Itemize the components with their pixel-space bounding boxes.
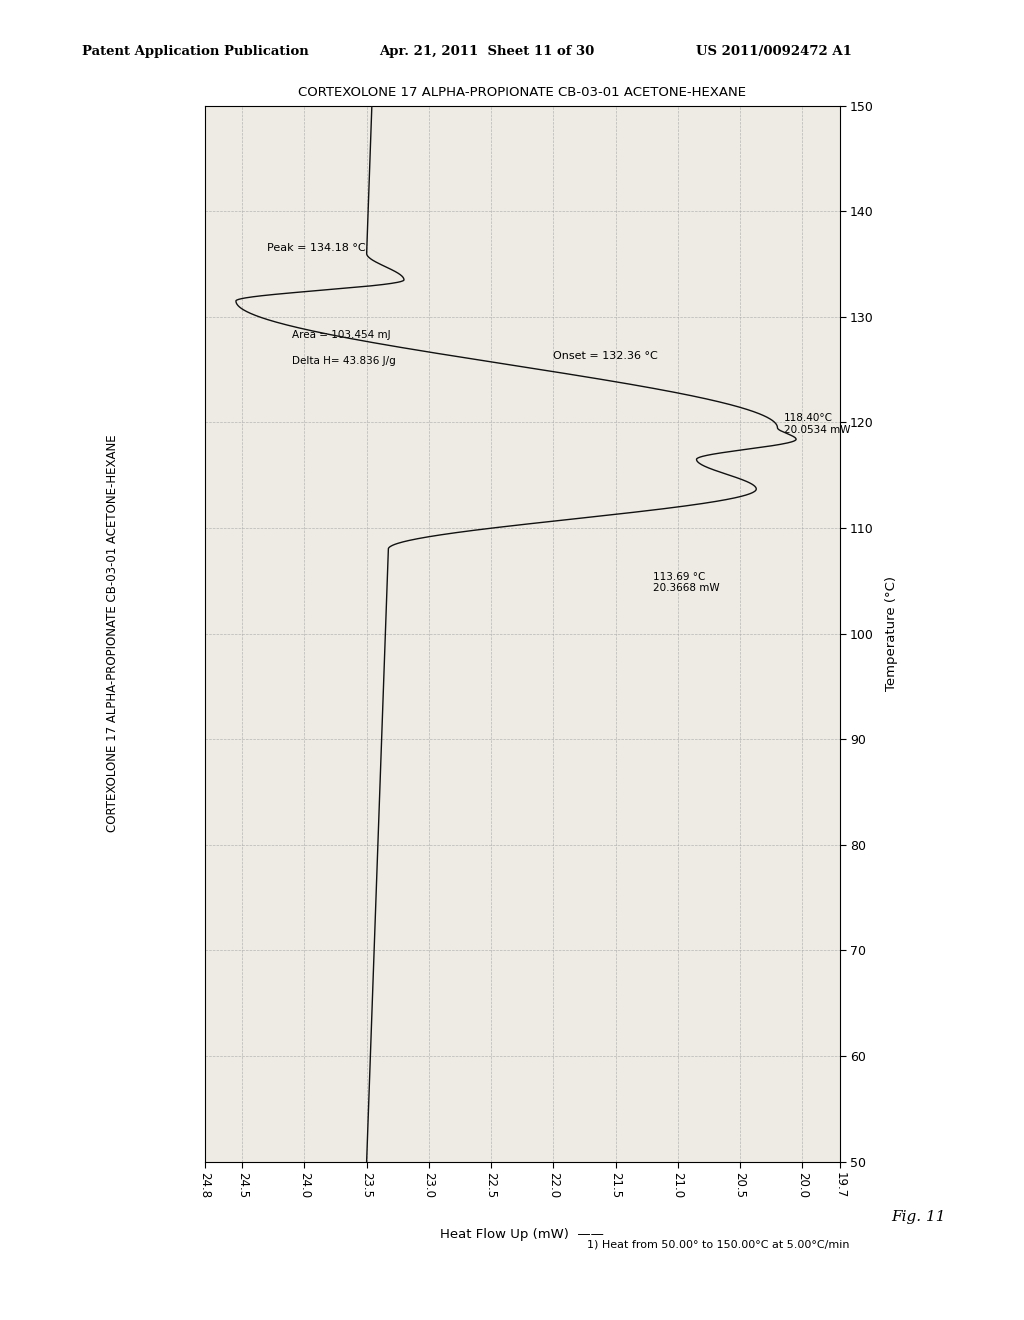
Text: Onset = 132.36 °C: Onset = 132.36 °C bbox=[553, 351, 658, 362]
Text: CORTEXOLONE 17 ALPHA-PROPIONATE CB-03-01 ACETONE-HEXANE: CORTEXOLONE 17 ALPHA-PROPIONATE CB-03-01… bbox=[106, 434, 119, 833]
Text: Area = 103.454 mJ: Area = 103.454 mJ bbox=[292, 330, 390, 341]
Text: 1) Heat from 50.00° to 150.00°C at 5.00°C/min: 1) Heat from 50.00° to 150.00°C at 5.00°… bbox=[588, 1239, 850, 1250]
Text: US 2011/0092472 A1: US 2011/0092472 A1 bbox=[696, 45, 852, 58]
Text: CORTEXOLONE 17 ALPHA-PROPIONATE CB-03-01 ACETONE-HEXANE: CORTEXOLONE 17 ALPHA-PROPIONATE CB-03-01… bbox=[298, 86, 746, 99]
Text: Delta H= 43.836 J/g: Delta H= 43.836 J/g bbox=[292, 356, 395, 367]
Text: Patent Application Publication: Patent Application Publication bbox=[82, 45, 308, 58]
Text: Apr. 21, 2011  Sheet 11 of 30: Apr. 21, 2011 Sheet 11 of 30 bbox=[379, 45, 594, 58]
Text: Heat Flow Up (mW)  ——: Heat Flow Up (mW) —— bbox=[440, 1228, 604, 1241]
Text: 118.40°C
20.0534 mW: 118.40°C 20.0534 mW bbox=[783, 413, 850, 436]
Text: Peak = 134.18 °C: Peak = 134.18 °C bbox=[267, 243, 366, 253]
Text: Fig. 11: Fig. 11 bbox=[891, 1210, 945, 1224]
Y-axis label: Temperature (°C): Temperature (°C) bbox=[885, 576, 898, 692]
Text: 113.69 °C
20.3668 mW: 113.69 °C 20.3668 mW bbox=[653, 572, 720, 594]
